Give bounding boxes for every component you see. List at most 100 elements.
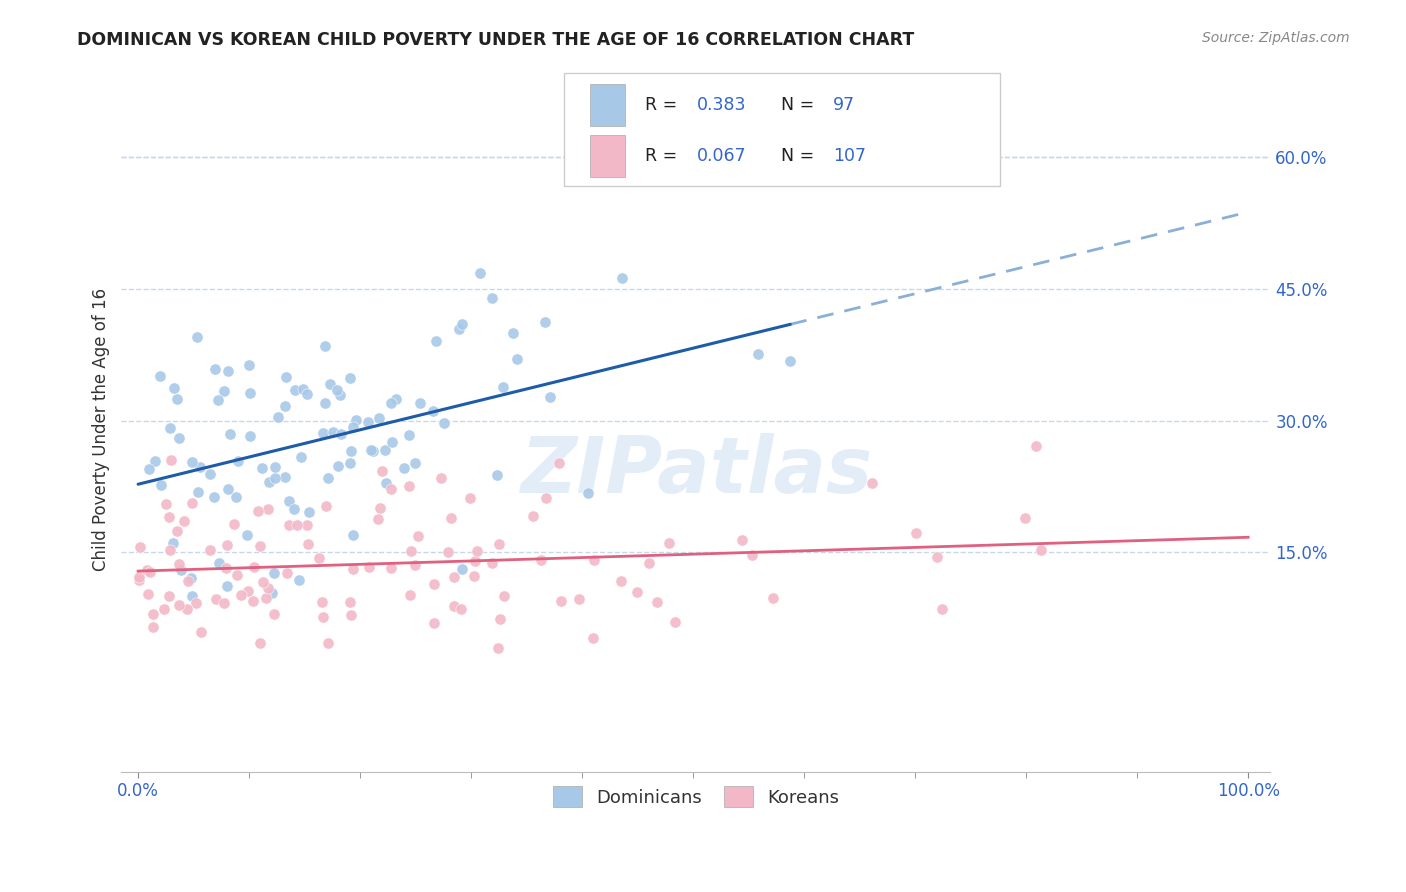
Point: [276, 566, 298, 580]
Point: [239, 385, 262, 400]
Point: [200, 542, 222, 557]
Point: [626, 584, 648, 599]
Point: [277, 494, 299, 508]
Point: [202, 491, 225, 505]
Point: [311, 595, 333, 609]
Point: [522, 508, 544, 523]
Point: [502, 326, 524, 340]
Point: [368, 500, 391, 515]
Point: [534, 491, 557, 505]
Point: [658, 536, 681, 550]
Point: [238, 358, 260, 372]
Point: [368, 410, 391, 425]
Point: [215, 561, 238, 575]
Point: [152, 601, 174, 615]
Point: [236, 528, 259, 542]
Point: [329, 388, 352, 402]
Point: [263, 607, 285, 622]
Point: [226, 568, 249, 582]
Point: [249, 636, 271, 650]
Point: [180, 590, 202, 604]
Point: [200, 467, 222, 482]
Point: [167, 431, 190, 445]
Point: [257, 475, 280, 489]
Point: [274, 399, 297, 413]
Point: [249, 539, 271, 553]
Legend: Dominicans, Koreans: Dominicans, Koreans: [546, 779, 846, 814]
Point: [465, 544, 488, 558]
Point: [610, 574, 633, 588]
Point: [292, 383, 315, 397]
Point: [422, 404, 444, 418]
Point: [316, 470, 339, 484]
Text: R =: R =: [645, 147, 683, 165]
Point: [583, 553, 606, 567]
Point: [931, 601, 953, 615]
Point: [187, 485, 209, 500]
Point: [1025, 439, 1047, 453]
Point: [360, 443, 382, 458]
Point: [319, 376, 342, 391]
Point: [548, 456, 571, 470]
Point: [367, 512, 389, 526]
Point: [423, 616, 446, 631]
Point: [314, 396, 336, 410]
Point: [486, 640, 509, 655]
Point: [645, 595, 668, 609]
Point: [458, 491, 481, 506]
Point: [534, 315, 557, 329]
Point: [257, 501, 280, 516]
Point: [160, 452, 183, 467]
Point: [288, 573, 311, 587]
Point: [860, 476, 883, 491]
Point: [342, 528, 364, 542]
Point: [308, 551, 330, 566]
Point: [180, 571, 202, 585]
Point: [285, 518, 308, 533]
Point: [225, 490, 247, 504]
Point: [274, 370, 297, 384]
Point: [295, 387, 318, 401]
Point: [186, 330, 208, 344]
Point: [530, 553, 553, 567]
Point: [481, 291, 503, 305]
Point: [927, 550, 949, 565]
Point: [450, 601, 472, 615]
Point: [1029, 543, 1052, 558]
Point: [747, 346, 769, 360]
Point: [207, 393, 229, 408]
Point: [155, 497, 177, 511]
Point: [492, 589, 515, 603]
Point: [342, 562, 364, 576]
Point: [242, 594, 264, 608]
Point: [363, 443, 385, 458]
Point: [637, 557, 659, 571]
Point: [443, 599, 465, 613]
Point: [264, 460, 287, 475]
Point: [176, 602, 198, 616]
Point: [422, 576, 444, 591]
Point: [404, 456, 426, 470]
Point: [779, 354, 801, 368]
Point: [157, 589, 180, 603]
Point: [429, 471, 451, 485]
Point: [463, 568, 485, 582]
Point: [664, 615, 686, 629]
Point: [339, 370, 361, 384]
Point: [741, 549, 763, 563]
Point: [252, 574, 274, 589]
Point: [450, 317, 472, 331]
Point: [443, 570, 465, 584]
Point: [761, 591, 783, 605]
Point: [339, 456, 361, 470]
Text: 107: 107: [832, 147, 866, 165]
Point: [437, 545, 460, 559]
Point: [149, 369, 172, 384]
Point: [329, 426, 352, 441]
Point: [576, 486, 599, 500]
Point: [136, 586, 159, 600]
Point: [406, 529, 429, 543]
Point: [167, 558, 190, 572]
Point: [730, 533, 752, 548]
Point: [162, 536, 184, 550]
